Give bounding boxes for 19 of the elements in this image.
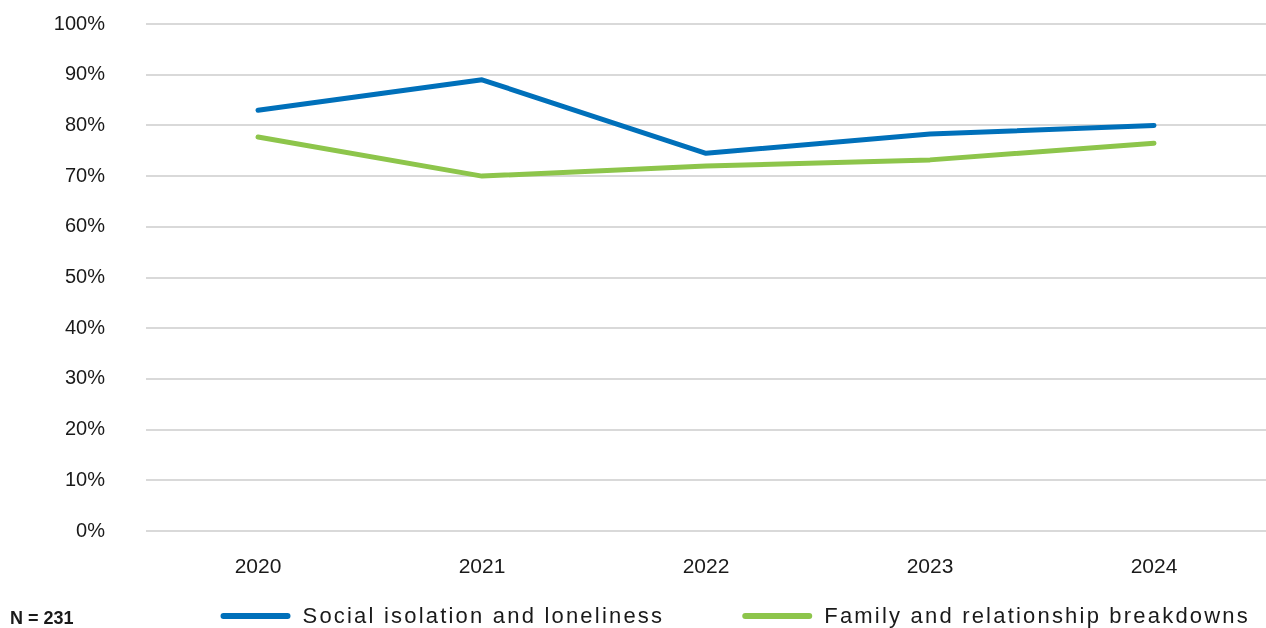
legend-label: Family and relationship breakdowns xyxy=(824,603,1251,628)
x-tick-label: 2021 xyxy=(458,554,506,578)
y-tick-label: 50% xyxy=(64,265,106,288)
x-tick-label: 2024 xyxy=(1130,554,1178,578)
x-tick-label: 2020 xyxy=(234,554,282,578)
y-tick-label: 100% xyxy=(53,11,106,34)
x-tick-label: 2023 xyxy=(906,554,954,578)
x-tick-label: 2022 xyxy=(682,554,730,578)
y-tick-label: 60% xyxy=(64,214,106,237)
y-tick-label: 80% xyxy=(64,112,106,135)
y-tick-label: 20% xyxy=(64,417,106,440)
y-tick-label: 70% xyxy=(64,163,106,186)
text: N = 231 xyxy=(10,607,74,628)
y-tick-label: 40% xyxy=(64,315,106,338)
y-tick-label: 10% xyxy=(64,467,106,490)
y-tick-label: 30% xyxy=(64,366,106,389)
y-tick-label: 0% xyxy=(76,518,106,541)
legend-label: Social isolation and loneliness xyxy=(302,603,665,628)
y-tick-label: 90% xyxy=(64,62,106,85)
